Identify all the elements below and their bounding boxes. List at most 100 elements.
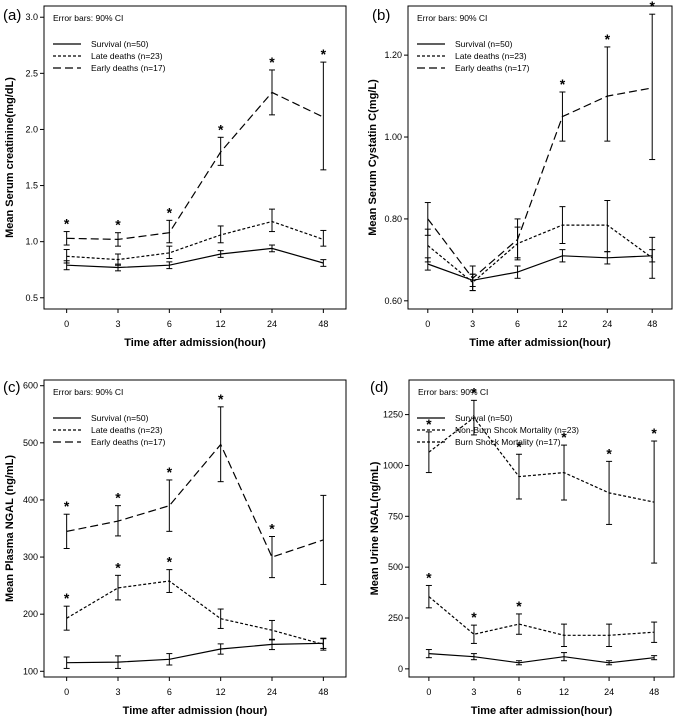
y-tick-label: 500 <box>23 438 38 448</box>
legend-entry: Late deaths (n=23) <box>91 51 163 61</box>
x-tick-label: 24 <box>267 319 277 329</box>
x-tick-label: 6 <box>516 687 521 697</box>
y-tick-label: 0 <box>398 664 403 674</box>
significance-star: * <box>561 429 567 445</box>
x-axis-label: Time after admission(hour) <box>124 337 266 349</box>
y-tick-label: 300 <box>23 552 38 562</box>
legend-entry: Early deaths (n=17) <box>91 63 166 73</box>
series-line <box>427 255 653 281</box>
significance-star: * <box>115 490 121 506</box>
x-axis-label: Time after admission(hour) <box>471 705 613 716</box>
x-axis-label: Time after admission (hour) <box>123 705 268 716</box>
significance-star: * <box>471 609 477 625</box>
y-tick-label: 600 <box>23 381 38 391</box>
x-tick-label: 24 <box>267 687 277 697</box>
error-bar-note: Error bars: 90% CI <box>417 13 487 23</box>
series-line <box>427 87 653 280</box>
x-tick-label: 6 <box>167 319 172 329</box>
x-tick-label: 12 <box>559 687 569 697</box>
y-tick-label: 1250 <box>383 410 403 420</box>
panel-label: (b) <box>372 7 390 24</box>
x-tick-label: 48 <box>649 687 659 697</box>
y-tick-label: 750 <box>388 511 403 521</box>
significance-star: * <box>269 520 275 536</box>
significance-star: * <box>516 438 522 454</box>
x-tick-label: 12 <box>216 687 226 697</box>
y-tick-label: 200 <box>23 609 38 619</box>
panel-label: (a) <box>3 7 21 24</box>
x-tick-label: 24 <box>604 687 614 697</box>
significance-star: * <box>115 217 121 233</box>
significance-star: * <box>651 425 657 441</box>
series-line <box>66 580 324 645</box>
x-tick-label: 6 <box>167 687 172 697</box>
x-tick-label: 48 <box>318 687 328 697</box>
legend-entry: Early deaths (n=17) <box>91 437 166 447</box>
legend-entry: Survival (n=50) <box>91 39 149 49</box>
error-bar-note: Error bars: 90% CI <box>53 13 123 23</box>
panel-label: (c) <box>3 379 21 396</box>
significance-star: * <box>649 0 655 14</box>
significance-star: * <box>218 391 224 407</box>
x-tick-label: 3 <box>471 687 476 697</box>
significance-star: * <box>269 54 275 70</box>
significance-star: * <box>471 384 477 400</box>
y-axis-label: Mean Serum creatinine(mg/dL) <box>4 77 16 238</box>
significance-star: * <box>516 598 522 614</box>
y-axis-label: Mean Urine NGAL(ng/mL) <box>369 461 381 595</box>
chart-panel-2: (b) Error bars: 90% CI 0.60 0.80 1.00 1.20 0 3 6… <box>367 0 673 349</box>
y-tick-label: 400 <box>23 495 38 505</box>
x-tick-label: 48 <box>318 319 328 329</box>
y-tick-label: 1.20 <box>384 50 402 60</box>
x-axis-label: Time after admission(hour) <box>469 337 611 349</box>
significance-star: * <box>426 416 432 432</box>
significance-star: * <box>605 31 611 47</box>
y-tick-label: 0.80 <box>384 214 402 224</box>
significance-star: * <box>115 559 121 575</box>
significance-star: * <box>218 121 224 137</box>
x-tick-label: 0 <box>64 687 69 697</box>
chart-panel-1: (a) Error bars: 90% CI 0.5 1.0 1.5 2.0 2.5 3.0 0… <box>3 5 347 349</box>
series-line <box>428 416 655 503</box>
legend-entry: Non-Burn Shcok Mortality (n=23) <box>455 425 579 435</box>
significance-star: * <box>64 498 70 514</box>
y-tick-label: 0.60 <box>384 296 402 306</box>
series-line <box>428 653 655 664</box>
plot-frame <box>43 379 347 678</box>
x-tick-label: 0 <box>425 319 430 329</box>
x-tick-label: 6 <box>515 319 520 329</box>
significance-star: * <box>64 216 70 232</box>
significance-star: * <box>560 76 566 92</box>
legend-entry: Survival (n=50) <box>455 39 513 49</box>
error-bar-note: Error bars: 90% CI <box>418 387 488 397</box>
legend-entry: Late deaths (n=23) <box>91 425 163 435</box>
significance-star: * <box>426 569 432 585</box>
x-tick-label: 3 <box>115 687 120 697</box>
chart-panel-3: (c) Error bars: 90% CI 100 200 300 400 500 600 0… <box>3 379 347 716</box>
panel-label: (d) <box>370 379 388 396</box>
series-line <box>66 642 324 664</box>
y-tick-label: 2.5 <box>25 68 38 78</box>
y-tick-label: 1000 <box>383 460 403 470</box>
y-tick-label: 1.5 <box>25 181 38 191</box>
y-tick-label: 0.5 <box>25 293 38 303</box>
plot-frame <box>407 5 673 310</box>
significance-star: * <box>167 554 173 570</box>
legend-entry: Survival (n=50) <box>455 413 513 423</box>
y-tick-label: 2.0 <box>25 124 38 134</box>
y-tick-label: 1.0 <box>25 237 38 247</box>
x-tick-label: 0 <box>64 319 69 329</box>
series-line <box>66 247 324 269</box>
significance-star: * <box>167 204 173 220</box>
legend-entry: Early deaths (n=17) <box>455 63 530 73</box>
y-tick-label: 3.0 <box>25 12 38 22</box>
series-line <box>66 220 324 261</box>
series-line <box>428 596 655 636</box>
series-line <box>66 91 324 241</box>
series-line <box>427 224 653 284</box>
x-tick-label: 0 <box>426 687 431 697</box>
legend-entry: Survival (n=50) <box>91 413 149 423</box>
x-tick-label: 3 <box>115 319 120 329</box>
significance-star: * <box>64 590 70 606</box>
